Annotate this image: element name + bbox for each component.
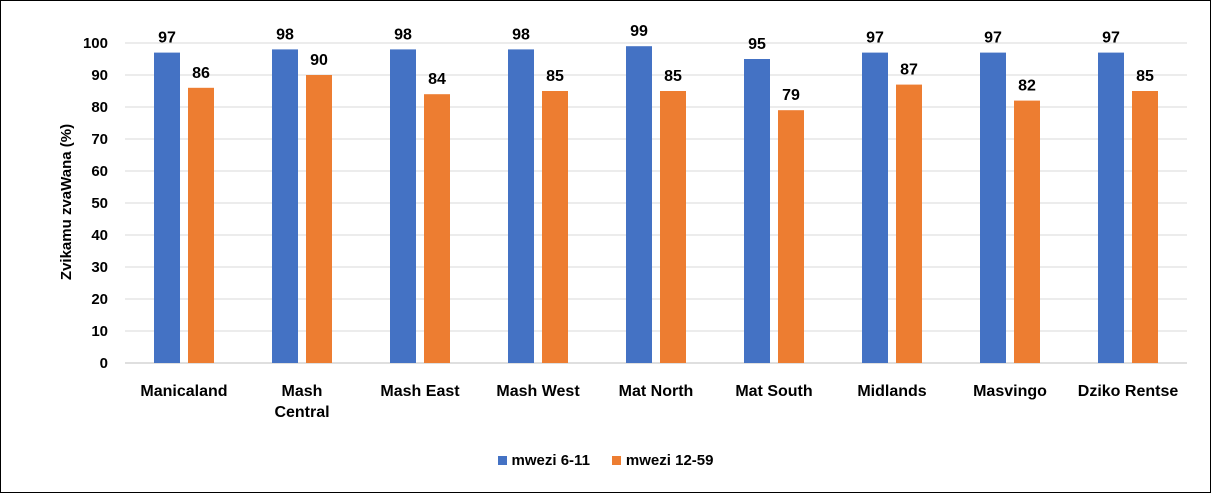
bar-series-2 xyxy=(660,91,686,363)
data-label-series-1: 98 xyxy=(394,26,412,43)
legend-swatch-series-1 xyxy=(497,456,507,465)
y-tick-label: 70 xyxy=(91,131,108,148)
data-label-series-1: 99 xyxy=(630,23,648,40)
data-label-series-2: 87 xyxy=(900,62,918,79)
data-label-series-2: 84 xyxy=(428,71,446,88)
data-label-series-1: 97 xyxy=(1102,30,1120,47)
bar-series-1 xyxy=(744,59,770,363)
bar-series-2 xyxy=(1132,91,1158,363)
x-tick-label: Mash xyxy=(282,383,323,400)
x-tick-label: Masvingo xyxy=(973,383,1047,400)
legend-item-series-2: mwezi 12-59 xyxy=(611,452,714,469)
data-label-series-1: 98 xyxy=(276,26,294,43)
x-axis-ticks: Manicaland Mash Central Mash East Mash West M… xyxy=(140,383,1178,421)
bar-series-2 xyxy=(306,75,332,363)
y-tick-label: 30 xyxy=(91,259,108,276)
legend: mwezi 6-11 mwezi 12-59 xyxy=(0,452,1211,469)
data-labels: 97 86 98 90 98 84 98 85 99 85 95 79 97 87 97 82 97 85 xyxy=(158,23,1154,104)
y-tick-label: 10 xyxy=(91,323,108,340)
x-tick-label: Mash East xyxy=(380,383,460,400)
bar-series-1 xyxy=(508,49,534,364)
bar-series-2 xyxy=(1014,100,1040,363)
y-tick-label: 90 xyxy=(91,67,108,84)
bar-series-1 xyxy=(272,49,298,364)
y-axis-label: Zvikamu zvaWana (%) xyxy=(58,124,75,280)
y-tick-label: 20 xyxy=(91,291,108,308)
bar-series-1 xyxy=(390,49,416,364)
y-tick-label: 80 xyxy=(91,99,108,116)
legend-label-series-1: mwezi 6-11 xyxy=(511,452,590,469)
data-label-series-2: 85 xyxy=(1136,68,1154,85)
data-label-series-2: 90 xyxy=(310,52,328,69)
bar-series-2 xyxy=(424,94,450,363)
gridlines xyxy=(125,42,1187,364)
legend-label-series-2: mwezi 12-59 xyxy=(625,452,714,469)
data-label-series-1: 97 xyxy=(866,30,884,47)
x-tick-label: Central xyxy=(274,404,329,421)
x-tick-label: Midlands xyxy=(857,383,926,400)
legend-item-series-1: mwezi 6-11 xyxy=(497,452,590,469)
bars xyxy=(154,46,1158,364)
x-tick-label: Mat North xyxy=(619,383,694,400)
bar-series-2 xyxy=(896,84,922,363)
bar-series-1 xyxy=(626,46,652,363)
bar-series-1 xyxy=(1098,52,1124,363)
y-tick-label: 40 xyxy=(91,227,108,244)
data-label-series-2: 86 xyxy=(192,65,210,82)
bar-series-2 xyxy=(542,91,568,363)
y-tick-label: 60 xyxy=(91,163,108,180)
y-axis-ticks: 0 10 20 30 40 50 60 70 80 90 100 xyxy=(83,35,108,372)
data-label-series-2: 85 xyxy=(546,68,564,85)
data-label-series-1: 98 xyxy=(512,26,530,43)
bar-series-1 xyxy=(154,52,180,363)
data-label-series-1: 97 xyxy=(158,30,176,47)
x-tick-label: Manicaland xyxy=(140,383,227,400)
data-label-series-2: 85 xyxy=(664,68,682,85)
y-tick-label: 50 xyxy=(91,195,108,212)
data-label-series-2: 82 xyxy=(1018,78,1036,95)
data-label-series-2: 79 xyxy=(782,87,800,104)
bar-series-1 xyxy=(862,52,888,363)
y-tick-label: 0 xyxy=(100,355,108,372)
legend-swatch-series-2 xyxy=(611,456,621,465)
bar-series-2 xyxy=(778,110,804,363)
x-tick-label: Mat South xyxy=(735,383,812,400)
y-tick-label: 100 xyxy=(83,35,108,52)
bar-series-1 xyxy=(980,52,1006,363)
bar-series-2 xyxy=(188,87,214,364)
x-tick-label: Dziko Rentse xyxy=(1078,383,1179,400)
data-label-series-1: 97 xyxy=(984,30,1002,47)
data-label-series-1: 95 xyxy=(748,36,766,53)
x-tick-label: Mash West xyxy=(496,383,580,400)
